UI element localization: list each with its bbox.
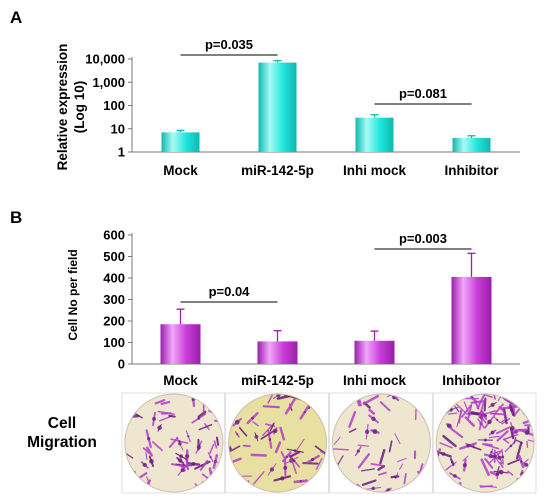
x-category-label: miR-142-5p [241,373,314,388]
y-tick-label: 400 [103,271,125,286]
x-category-label: Inhi mock [343,373,407,388]
migration-label-line1: Cell [48,415,76,432]
panel-b-ylabel: Cell No per field [66,249,80,340]
migration-label-line2: Migration [27,434,97,451]
cell-migration-images: Cell Migration [27,392,537,494]
y-tick-label: 10,000 [85,52,125,67]
panel-a-label: A [10,8,22,27]
p-value-label: p=0.035 [205,37,253,52]
y-tick-label: 10 [111,121,125,136]
migration-dish-image [121,392,226,494]
bar [451,276,492,364]
bar [161,132,200,152]
panel-b: B Cell No per field 0 100 200 300 400 500 600 M… [10,208,520,388]
migration-dish-image [432,392,537,494]
x-category-label: Inhibitor [445,163,500,178]
y-tick-label: 600 [103,228,125,243]
bar [257,341,298,364]
bar [354,340,395,364]
p-value-label: p=0.003 [399,231,447,246]
panel-a: A Relative expression (Log 10) 1 10 100 1,0… [10,8,520,178]
y-tick-label: 0 [118,357,125,372]
y-tick-label: 1,000 [92,75,125,90]
panel-a-marks: 1 10 100 1,000 10,000 Mock miR-142-5p Inhi mock… [85,37,520,178]
x-category-label: miR-142-5p [241,163,314,178]
bar [258,62,297,152]
y-tick-label: 500 [103,249,125,264]
y-tick-label: 100 [103,98,125,113]
y-tick-label: 300 [103,292,125,307]
bar [160,324,201,364]
panel-b-marks: 0 100 200 300 400 500 600 Mock miR-142-5p Inhi mo… [103,228,520,388]
bar [355,117,394,152]
migration-dish-image [225,392,329,494]
bar [452,138,491,152]
x-category-label: Mock [163,373,198,388]
x-category-label: Inhi mock [343,163,407,178]
p-value-label: p=0.04 [209,284,251,299]
y-tick-label: 100 [103,335,125,350]
panel-b-label: B [10,208,22,227]
y-tick-label: 1 [118,145,125,160]
migration-dish-image [329,392,433,494]
panel-a-ylabel-line2: (Log 10) [72,81,87,134]
x-category-label: Inhibotor [442,373,501,388]
x-category-label: Mock [163,163,198,178]
panel-a-ylabel-line1: Relative expression [55,44,70,171]
p-value-label: p=0.081 [399,86,447,101]
y-tick-label: 200 [103,314,125,329]
